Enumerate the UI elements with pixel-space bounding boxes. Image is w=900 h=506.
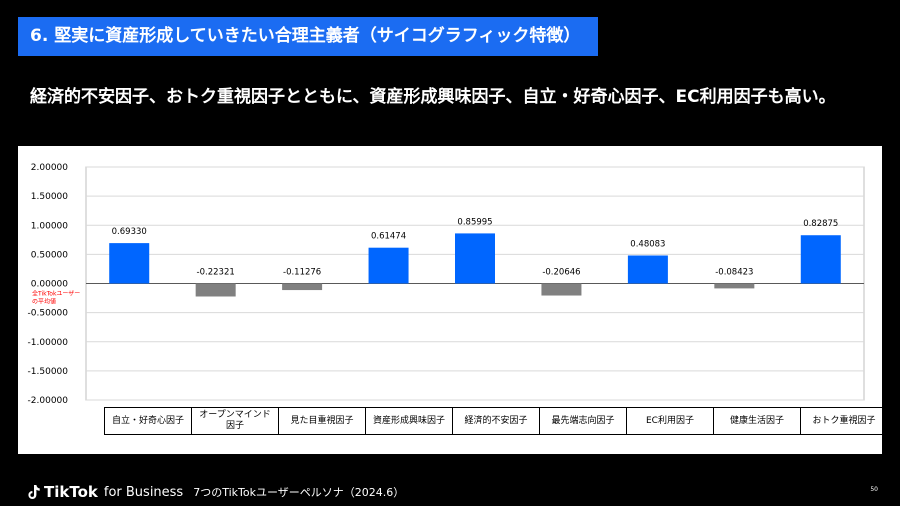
data-label: -0.20646	[542, 268, 580, 278]
y-tick-label: 1.50000	[31, 192, 68, 202]
bar-chart: 2.00000 1.50000 1.00000 0.50000 0.00000 -0.50…	[28, 163, 865, 406]
bar	[282, 283, 323, 291]
data-label: -0.11276	[283, 268, 321, 278]
bar	[541, 283, 582, 296]
y-tick-label: -0.50000	[28, 309, 69, 319]
data-label: 0.82875	[803, 219, 838, 229]
category-label: 健康生活因子	[714, 408, 801, 434]
bar	[368, 247, 409, 284]
baseline-annotation: 全TikTokユーザー	[32, 290, 80, 298]
baseline-annotation: の平均値	[32, 298, 56, 306]
y-tick-label: -2.00000	[28, 396, 69, 406]
data-label: -0.08423	[715, 268, 753, 278]
bar	[109, 243, 150, 284]
category-label: EC利用因子	[627, 408, 714, 434]
brand-subtitle: for Business	[103, 484, 184, 500]
category-label: 資産形成興味因子	[366, 408, 453, 434]
brand-name: TikTok	[44, 483, 98, 501]
data-label: 0.69330	[112, 227, 147, 237]
data-label: 0.48083	[630, 239, 665, 249]
data-label: -0.22321	[197, 268, 235, 278]
y-tick-label: -1.00000	[28, 338, 69, 348]
chart-panel: 2.00000 1.50000 1.00000 0.50000 0.00000 -0.50…	[18, 146, 888, 454]
slide-subtitle: 経済的不安因子、おトク重視因子とともに、資産形成興味因子、自立・好奇心因子、EC…	[30, 87, 836, 107]
category-axis-table: 自立・好奇心因子 オープンマインド 因子 見た目重視因子 資産形成興味因子 経済的不安因子…	[104, 407, 888, 435]
bar	[195, 283, 236, 297]
y-tick-label: 2.00000	[31, 163, 68, 173]
category-label: オープンマインド 因子	[192, 408, 279, 434]
page-number: 50	[870, 486, 878, 493]
bar	[455, 233, 495, 284]
category-label: 見た目重視因子	[279, 408, 366, 434]
bar	[714, 283, 755, 289]
data-label: 0.61474	[371, 232, 406, 242]
category-label: 自立・好奇心因子	[105, 408, 192, 434]
bar	[627, 255, 668, 284]
footer-note: 7つのTikTokユーザーペルソナ（2024.6）	[193, 486, 405, 499]
category-label: 経済的不安因子	[453, 408, 540, 434]
y-tick-label: 1.00000	[31, 221, 68, 231]
y-tick-label: 0.00000	[31, 280, 68, 290]
bar	[800, 235, 841, 284]
data-label: 0.85995	[457, 217, 492, 227]
y-tick-label: -1.50000	[28, 367, 69, 377]
footer: TikTok for Business 7つのTikTokユーザーペルソナ（20…	[26, 481, 404, 503]
category-label: おトク重視因子	[812, 415, 876, 426]
category-label: 最先端志向因子	[540, 408, 627, 434]
slide-title: 6. 堅実に資産形成していきたい合理主義者（サイコグラフィック特徴）	[18, 17, 598, 56]
tiktok-logo-icon	[28, 485, 40, 499]
y-tick-label: 0.50000	[31, 250, 68, 260]
